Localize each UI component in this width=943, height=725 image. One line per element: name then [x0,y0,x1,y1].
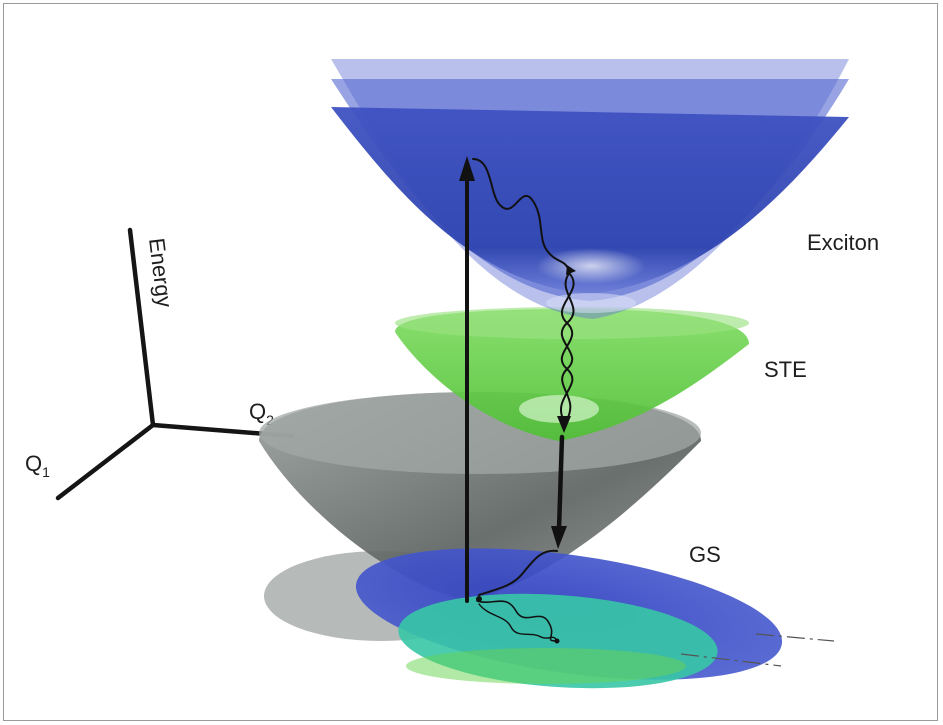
absorption-arrowhead [459,156,475,181]
q1-axis [55,422,156,501]
emission-arrowhead [551,526,567,549]
figure-frame: Energy Q1 Q2 [3,3,938,721]
exciton-label: Exciton [807,230,879,255]
emission-arrow [556,434,565,532]
reference-lines [680,633,835,667]
gs-label: GS [689,542,721,567]
q2-axis-label: Q2 [249,399,274,428]
transitions [459,156,576,644]
energy-surface-diagram: Energy Q1 Q2 [25,59,879,689]
energy-axis [127,227,156,428]
energy-axis-label: Energy [144,237,177,309]
ste-label: STE [764,357,807,382]
q1-axis-label: Q1 [25,451,50,480]
exciton-surface [331,59,849,319]
axes [55,227,295,501]
exciton-relaxation-path [472,158,570,272]
ground-relaxation-path [478,549,558,596]
